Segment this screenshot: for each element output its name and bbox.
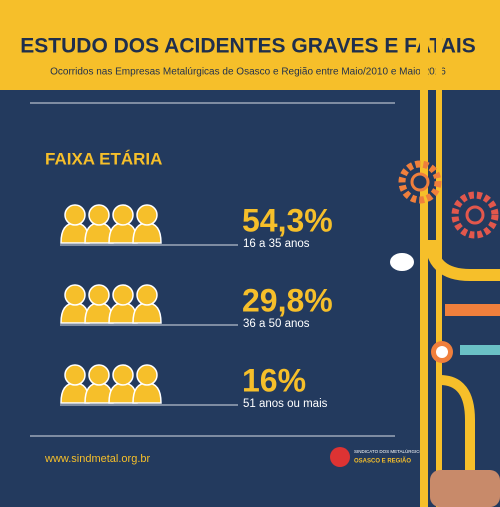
person-head [112, 284, 134, 306]
person-head [64, 284, 86, 306]
person-head [88, 364, 110, 386]
person-head [64, 364, 86, 386]
logo-text: OSASCO E REGIÃO [354, 458, 411, 465]
person-head [88, 284, 110, 306]
person [132, 222, 162, 244]
logo-text: SINDICATO DOS METALÚRGICOS [354, 448, 426, 454]
person-head [64, 204, 86, 226]
people-icon [60, 284, 162, 324]
age-range: 16 a 35 anos [243, 238, 310, 250]
website: www.sindmetal.org.br [44, 453, 150, 465]
logo-icon [330, 447, 350, 467]
title: ESTUDO DOS ACIDENTES GRAVES E FATAIS [20, 35, 475, 58]
age-range: 36 a 50 anos [243, 318, 310, 330]
percentage: 16% [242, 362, 306, 398]
age-range: 51 anos ou mais [243, 398, 328, 410]
person-head [112, 204, 134, 226]
person [132, 302, 162, 324]
people-icon [60, 364, 162, 404]
percentage: 29,8% [242, 282, 333, 318]
section-title: FAIXA ETÁRIA [45, 149, 162, 168]
subtitle: Ocorridos nas Empresas Metalúrgicas de O… [50, 67, 446, 78]
people-icon [60, 204, 162, 244]
pipes-decoration [390, 0, 500, 507]
person-head [88, 204, 110, 226]
person-head [136, 364, 158, 386]
person [132, 382, 162, 404]
header-band [0, 0, 500, 90]
person-head [112, 364, 134, 386]
person-head [136, 284, 158, 306]
person-head [136, 204, 158, 226]
percentage: 54,3% [242, 202, 333, 238]
